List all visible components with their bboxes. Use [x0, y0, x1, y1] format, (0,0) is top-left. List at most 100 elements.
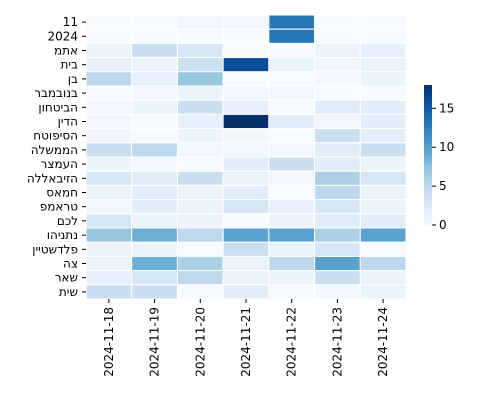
heatmap-cell	[85, 227, 133, 243]
heatmap-cell	[268, 213, 316, 229]
heatmap-cell	[131, 99, 178, 115]
colorbar-segment	[424, 213, 432, 216]
heatmap-cell	[359, 142, 407, 158]
heatmap-cell	[176, 241, 224, 257]
heatmap-cell	[131, 199, 178, 215]
heatmap-cell	[222, 255, 270, 272]
colorbar-segment	[424, 113, 432, 116]
y-tick-label: העמצר	[41, 157, 78, 171]
heatmap-cell	[176, 128, 224, 144]
y-tick-label: הזיבאללה	[27, 171, 78, 185]
colorbar-segment	[424, 151, 432, 154]
heatmap-cell	[85, 241, 133, 257]
colorbar-segment	[424, 209, 432, 212]
y-tick-label: חמאס	[46, 186, 78, 200]
colorbar-segment	[424, 149, 432, 152]
colorbar-segment	[424, 91, 432, 94]
heatmap-cell	[268, 227, 316, 243]
colorbar-segment	[424, 147, 432, 150]
colorbar-segment	[424, 161, 432, 164]
heatmap-cell	[268, 270, 316, 286]
heatmap-cell	[268, 85, 316, 101]
heatmap-cell	[176, 14, 224, 30]
heatmap-cell	[268, 71, 316, 87]
colorbar-segment	[424, 125, 432, 128]
heatmap-cell	[85, 284, 133, 300]
heatmap-cell	[268, 28, 316, 44]
x-tick-label: 2024-11-18	[102, 307, 116, 377]
x-tick-label: 2024-11-20	[193, 307, 207, 377]
heatmap-cell	[131, 142, 178, 158]
heatmap-cell	[131, 213, 178, 229]
heatmap-cell	[176, 199, 224, 215]
colorbar-segment	[424, 123, 432, 126]
heatmap-cell	[222, 71, 270, 87]
y-tick-label: 11	[63, 15, 78, 29]
colorbar-segment	[424, 191, 432, 194]
heatmap-cell	[268, 241, 316, 257]
heatmap-cell	[176, 85, 224, 101]
colorbar-segment	[424, 107, 432, 110]
heatmap-cell	[268, 128, 316, 144]
y-tick-label: הממשלה	[31, 143, 78, 157]
heatmap-cell	[359, 255, 407, 272]
colorbar-segment	[424, 127, 432, 130]
colorbar-segment	[424, 87, 432, 90]
heatmap-cell	[359, 199, 407, 215]
heatmap-cell	[268, 170, 316, 186]
colorbar-segment	[424, 179, 432, 182]
heatmap-cell	[359, 284, 407, 300]
colorbar-tick-label: 5	[439, 179, 447, 193]
colorbar-segment	[424, 177, 432, 180]
heatmap-cell	[268, 184, 316, 201]
heatmap-cell	[222, 28, 270, 44]
heatmap-cell	[359, 28, 407, 44]
colorbar-segment	[424, 145, 432, 148]
colorbar-tick-label: 0	[439, 218, 447, 232]
heatmap-cell	[176, 99, 224, 115]
heatmap-cell	[131, 241, 178, 257]
heatmap-cell	[176, 113, 224, 130]
y-tick-label: הדין	[58, 115, 78, 129]
colorbar-segment	[424, 189, 432, 192]
heatmap-cell	[131, 184, 178, 201]
colorbar-segment	[424, 89, 432, 92]
heatmap-cell	[314, 255, 361, 272]
y-tick-label: בנובמבר	[34, 86, 78, 100]
heatmap-cell	[222, 128, 270, 144]
colorbar-segment	[424, 101, 432, 104]
heatmap-cell	[359, 170, 407, 186]
heatmap-cell	[85, 128, 133, 144]
heatmap-cell	[131, 14, 178, 30]
colorbar-segment	[424, 185, 432, 188]
colorbar-segment	[424, 93, 432, 96]
heatmap-cell	[314, 199, 361, 215]
heatmap-cell	[359, 270, 407, 286]
colorbar-segment	[424, 153, 432, 156]
heatmap-cell	[85, 57, 133, 73]
heatmap-cell	[268, 255, 316, 272]
heatmap-cell	[268, 199, 316, 215]
y-tick-label: הביטחון	[38, 100, 78, 114]
heatmap-cell	[359, 71, 407, 87]
heatmap-cell	[222, 213, 270, 229]
y-tick-label: טראמפ	[40, 200, 78, 214]
heatmap-cell	[268, 284, 316, 300]
heatmap-cell	[359, 156, 407, 172]
heatmap-cell	[359, 241, 407, 257]
colorbar-segment	[424, 195, 432, 198]
colorbar-segment	[424, 157, 432, 160]
colorbar-segment	[424, 169, 432, 172]
heatmap-cell	[222, 170, 270, 186]
colorbar-segment	[424, 187, 432, 190]
x-tick-label: 2024-11-21	[239, 307, 253, 377]
heatmap-cell	[176, 156, 224, 172]
heatmap-cell	[268, 42, 316, 59]
heatmap-cells	[85, 14, 407, 300]
colorbar-segment	[424, 167, 432, 170]
heatmap-cell	[314, 156, 361, 172]
heatmap-cell	[176, 255, 224, 272]
x-tick-label: 2024-11-22	[285, 307, 299, 377]
heatmap-cell	[85, 142, 133, 158]
heatmap-cell	[359, 99, 407, 115]
